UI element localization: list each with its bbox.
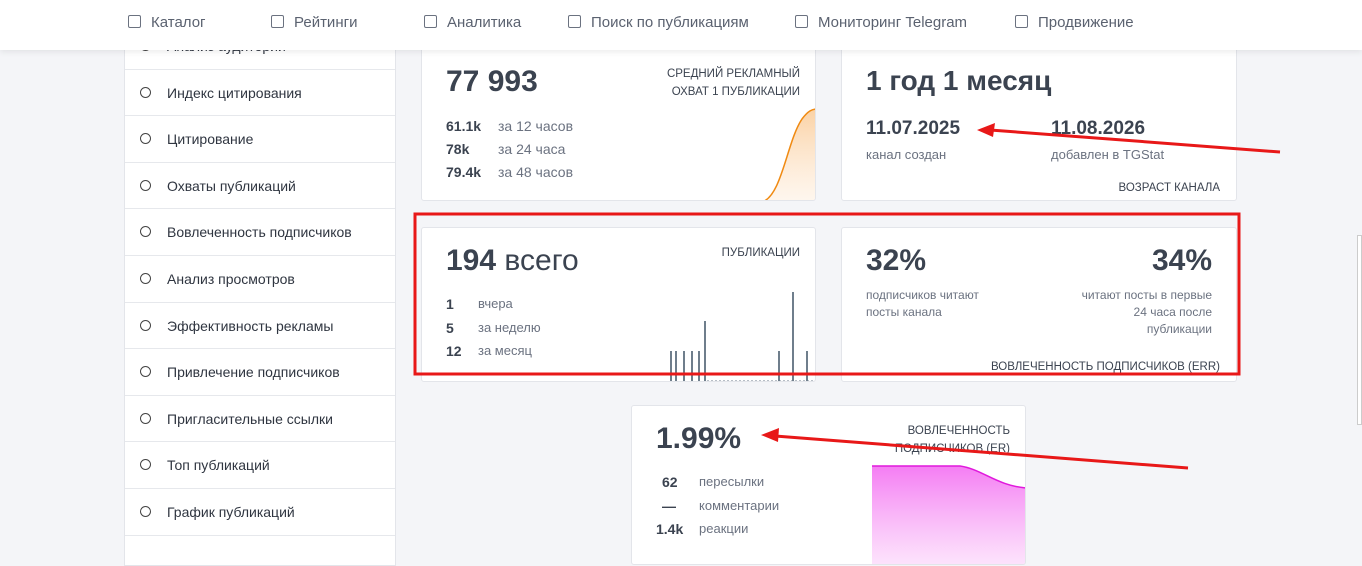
sparkline <box>872 465 1025 564</box>
row-label: реакции <box>699 521 749 536</box>
value-label: подписчиков читают посты канала <box>866 288 979 319</box>
sidebar-item[interactable]: Цитирование <box>125 116 395 163</box>
created-date: 11.07.2025 <box>866 118 961 139</box>
nav-item[interactable]: Мониторинг Telegram <box>795 14 967 31</box>
row-label: за неделю <box>478 320 541 335</box>
row-value: 5 <box>446 320 454 336</box>
row-value: 1.4k <box>656 521 684 537</box>
value: 1 год 1 месяц <box>866 65 1052 96</box>
nav-item[interactable]: Поиск по публикациям <box>568 14 749 31</box>
row-value: 1 <box>446 296 454 312</box>
err-card: 32% подписчиков читают посты канала 34% … <box>841 227 1237 382</box>
row-value: 79.4k <box>446 164 482 180</box>
sidebar-item[interactable]: Индекс цитирования <box>125 70 395 117</box>
row-value: 62 <box>662 474 678 490</box>
sidebar-item[interactable]: Охваты публикаций <box>125 163 395 210</box>
sidebar-item[interactable]: Эффективность рекламы <box>125 303 395 350</box>
row-value: 61.1k <box>446 118 482 134</box>
created-label: канал создан <box>866 147 947 162</box>
row-label: за 48 часов <box>498 164 574 180</box>
row-label: за 12 часов <box>498 118 574 134</box>
nav-item[interactable]: Аналитика <box>424 14 521 31</box>
sidebar-item[interactable]: Анализ просмотров <box>125 256 395 303</box>
nav-item[interactable]: Каталог <box>128 14 206 31</box>
card-label: ПУБЛИКАЦИИ <box>721 247 800 259</box>
row-value: 78k <box>446 141 470 157</box>
row-label: за 24 часа <box>498 141 566 157</box>
card-label: СРЕДНИЙ РЕКЛАМНЫЙ ОХВАТ 1 ПУБЛИКАЦИИ <box>666 68 800 98</box>
nav-item[interactable]: Рейтинги <box>271 14 357 31</box>
sidebar: Анализ аудиторииИндекс цитированияЦитиро… <box>124 38 396 566</box>
bar-sparkline <box>670 292 815 381</box>
value: 1.99% <box>656 422 742 455</box>
sidebar-item[interactable]: Пригласительные ссылки <box>125 396 395 443</box>
row-label: за месяц <box>478 343 532 358</box>
card-label: ВОЗРАСТ КАНАЛА <box>1118 182 1220 194</box>
value-label: читают посты в первые 24 часа после публ… <box>1081 288 1212 336</box>
row-value: 12 <box>446 343 462 359</box>
nav-item[interactable]: Продвижение <box>1015 14 1134 31</box>
added-label: добавлен в TGStat <box>1051 147 1165 162</box>
sidebar-item[interactable]: Вовлеченность подписчиков <box>125 209 395 256</box>
unit: всего <box>504 244 579 277</box>
row-value: — <box>662 498 676 514</box>
row-label: комментарии <box>699 498 780 513</box>
top-nav: Каталог Рейтинги Аналитика Поиск по публ… <box>0 0 1362 50</box>
sidebar-item[interactable]: Привлечение подписчиков <box>125 349 395 396</box>
sidebar-item[interactable]: Топ публикаций <box>125 442 395 489</box>
row-label: вчера <box>478 296 513 311</box>
scroll-edge <box>1357 235 1362 425</box>
value: 34% <box>1151 244 1212 277</box>
posts-card: 194 всего ПУБЛИКАЦИИ 1 вчера 5 за неделю… <box>421 227 816 382</box>
value: 77 993 <box>446 65 538 98</box>
value: 32% <box>866 244 927 277</box>
value: 194 <box>446 244 497 277</box>
card-label: ВОВЛЕЧЕННОСТЬ ПОДПИСЧИКОВ (ERR) <box>990 361 1220 373</box>
added-date: 11.08.2026 <box>1051 118 1146 139</box>
sidebar-item[interactable]: График публикаций <box>125 489 395 536</box>
reach-card: 77 993 СРЕДНИЙ РЕКЛАМНЫЙ ОХВАТ 1 ПУБЛИКА… <box>421 40 816 201</box>
age-card: 1 год 1 месяц 11.07.2025 канал создан 11… <box>841 40 1237 201</box>
row-label: пересылки <box>699 474 765 489</box>
sparkline <box>764 108 815 200</box>
